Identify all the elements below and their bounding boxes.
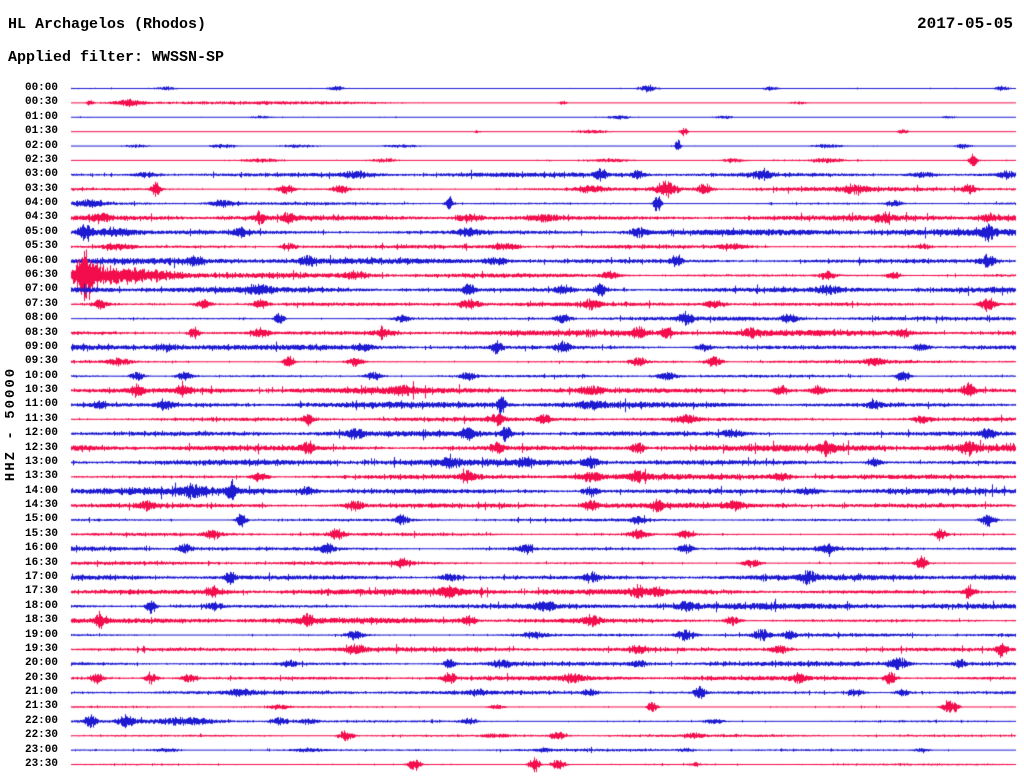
filter-label: Applied filter: WWSSN-SP (8, 49, 225, 66)
trace-time-label: 15:30 (24, 527, 58, 540)
trace-time-label: 03:00 (24, 168, 58, 181)
trace-time-label: 05:00 (24, 225, 58, 238)
trace-time-label: 08:30 (24, 326, 58, 339)
trace-time-label: 21:00 (24, 686, 58, 699)
trace-time-label: 13:30 (24, 470, 58, 483)
trace-time-label: 23:30 (24, 758, 58, 770)
trace-time-label: 12:30 (24, 441, 58, 454)
trace-time-label: 20:30 (24, 671, 58, 684)
trace-time-label: 12:00 (24, 427, 58, 440)
trace-time-label: 09:00 (24, 340, 58, 353)
trace-time-label: 22:00 (24, 714, 58, 727)
trace-time-label: 00:00 (24, 82, 58, 94)
trace-time-label: 02:30 (24, 153, 58, 166)
trace-time-label: 17:30 (24, 585, 58, 598)
date-label: 2017-05-05 (916, 15, 1013, 33)
trace-time-label: 06:30 (24, 268, 58, 281)
trace-time-label: 04:30 (24, 211, 58, 224)
trace-time-label: 10:30 (24, 384, 58, 397)
trace-time-label: 19:30 (24, 642, 58, 655)
trace-time-label: 16:30 (24, 556, 58, 569)
trace-time-label: 11:30 (24, 412, 58, 425)
trace-time-label: 05:30 (24, 240, 58, 253)
trace-time-label: 20:00 (24, 657, 58, 670)
trace-time-label: 11:00 (24, 398, 58, 411)
trace-time-label: 23:00 (24, 743, 58, 756)
trace-time-label: 18:00 (24, 599, 58, 612)
trace-time-label: 19:00 (24, 628, 58, 641)
trace-time-label: 14:30 (24, 499, 58, 512)
trace-time-label: 21:30 (24, 700, 58, 713)
trace-time-label: 22:30 (24, 729, 58, 742)
trace-time-label: 02:00 (24, 139, 58, 152)
trace-time-label: 15:00 (24, 513, 58, 526)
trace-time-label: 06:00 (24, 254, 58, 267)
trace-time-label: 00:30 (24, 96, 58, 109)
trace-time-label: 01:00 (24, 110, 58, 123)
trace-time-label: 07:30 (24, 297, 58, 310)
station-title: HL Archagelos (Rhodos) (8, 16, 207, 33)
trace-time-label: 16:00 (24, 542, 58, 555)
trace-time-label: 03:30 (24, 182, 58, 195)
trace-time-label: 13:00 (24, 455, 58, 468)
trace-time-label: 10:00 (24, 369, 58, 382)
trace-time-label: 18:30 (24, 614, 58, 627)
trace-time-label: 07:00 (24, 283, 58, 296)
trace-time-label: 04:00 (24, 197, 58, 210)
trace-time-label: 09:30 (24, 355, 58, 368)
trace-time-label: 14:00 (24, 484, 58, 497)
trace-time-label: 08:00 (24, 312, 58, 325)
trace-time-label: 17:00 (24, 571, 58, 584)
trace-time-label: 01:30 (24, 125, 58, 138)
